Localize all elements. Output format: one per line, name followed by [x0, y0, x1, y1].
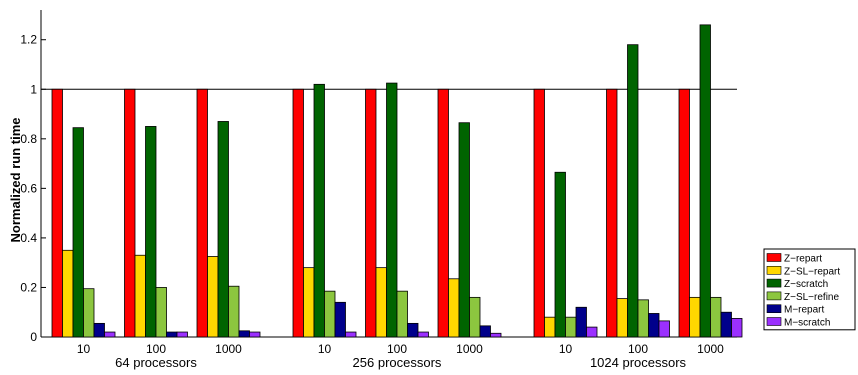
bar — [365, 88, 377, 338]
group-label: 1024 processors — [590, 355, 687, 370]
bar — [720, 311, 732, 338]
bar — [313, 83, 325, 338]
legend-box — [763, 248, 856, 331]
x-tick-label: 10 — [559, 342, 573, 356]
y-axis-label: Normalized run time — [8, 118, 23, 243]
bar — [292, 88, 304, 338]
y-tick-label: 0.8 — [20, 132, 37, 146]
legend-swatch — [766, 253, 782, 262]
bar — [228, 285, 240, 338]
legend-label: Z−repart — [784, 254, 822, 265]
bar — [627, 44, 639, 338]
bar — [544, 316, 556, 338]
legend-label: Z−SL−refine — [784, 292, 839, 303]
bar — [731, 318, 743, 338]
bar — [437, 88, 449, 338]
y-tick-label: 0 — [30, 330, 37, 344]
legend-swatch — [766, 304, 782, 314]
bar — [648, 313, 660, 338]
bar — [490, 332, 502, 338]
bar — [51, 88, 63, 338]
y-ticks: 0 0.2 0.4 0.6 0.8 1 1.2 — [20, 33, 46, 344]
bar — [176, 331, 188, 338]
bar — [565, 316, 577, 338]
y-tick-label: 0.6 — [20, 181, 37, 195]
bar — [303, 267, 315, 338]
bar — [324, 290, 336, 338]
y-tick-label: 0.4 — [20, 231, 37, 245]
bar — [575, 306, 587, 338]
bar — [616, 298, 628, 338]
bar — [386, 82, 398, 338]
bar — [104, 331, 116, 338]
x-tick-label: 100 — [387, 342, 407, 356]
legend-swatch — [766, 265, 782, 275]
x-tick-label: 1000 — [456, 342, 483, 356]
bar — [134, 254, 146, 338]
x-tick-label: 100 — [146, 342, 166, 356]
bar — [458, 122, 470, 338]
legend-label: Z−scratch — [784, 279, 828, 290]
bar — [145, 126, 157, 338]
bar — [606, 88, 618, 338]
bar — [238, 330, 250, 338]
legend-label: M−scratch — [784, 318, 830, 329]
bar — [637, 299, 649, 338]
y-tick-label: 1 — [30, 82, 37, 96]
bar — [345, 331, 357, 338]
bar — [554, 171, 566, 338]
bar — [83, 288, 95, 338]
legend-label: M−repart — [784, 305, 825, 316]
legend-swatch — [766, 278, 782, 288]
legend-swatch — [766, 291, 782, 301]
group-label: 256 processors — [353, 355, 442, 370]
x-tick-label: 10 — [77, 342, 91, 356]
x-labels: 10 100 1000 64 processors 10 100 1000 256 proce… — [77, 342, 724, 370]
y-tick-label: 1.2 — [20, 33, 37, 47]
bar — [155, 287, 167, 338]
bar — [479, 325, 491, 338]
bar — [124, 88, 136, 338]
bar — [417, 331, 429, 338]
x-tick-label: 10 — [318, 342, 332, 356]
bar — [689, 296, 701, 338]
legend-label: Z−SL−repart — [784, 266, 840, 277]
bar — [699, 24, 711, 338]
x-tick-label: 1000 — [215, 342, 242, 356]
bar — [207, 256, 219, 338]
bar — [469, 296, 481, 338]
bar — [586, 326, 598, 338]
x-tick-label: 1000 — [697, 342, 724, 356]
bar — [678, 88, 690, 338]
y-tick-label: 0.2 — [20, 280, 37, 294]
bar — [166, 331, 178, 338]
bar — [448, 278, 460, 338]
bar — [533, 88, 545, 338]
bar — [375, 267, 387, 338]
bar — [710, 296, 722, 338]
legend-swatch — [766, 317, 782, 326]
bar — [396, 290, 408, 338]
bar — [407, 322, 419, 338]
group-label: 64 processors — [115, 355, 197, 370]
bar — [334, 301, 346, 338]
bar — [93, 322, 105, 338]
bar — [249, 331, 261, 338]
bar — [196, 88, 208, 338]
bar — [658, 320, 670, 338]
bar — [217, 121, 229, 338]
x-tick-label: 100 — [628, 342, 648, 356]
bar — [72, 127, 84, 338]
bars — [51, 24, 743, 338]
bar — [62, 249, 74, 338]
